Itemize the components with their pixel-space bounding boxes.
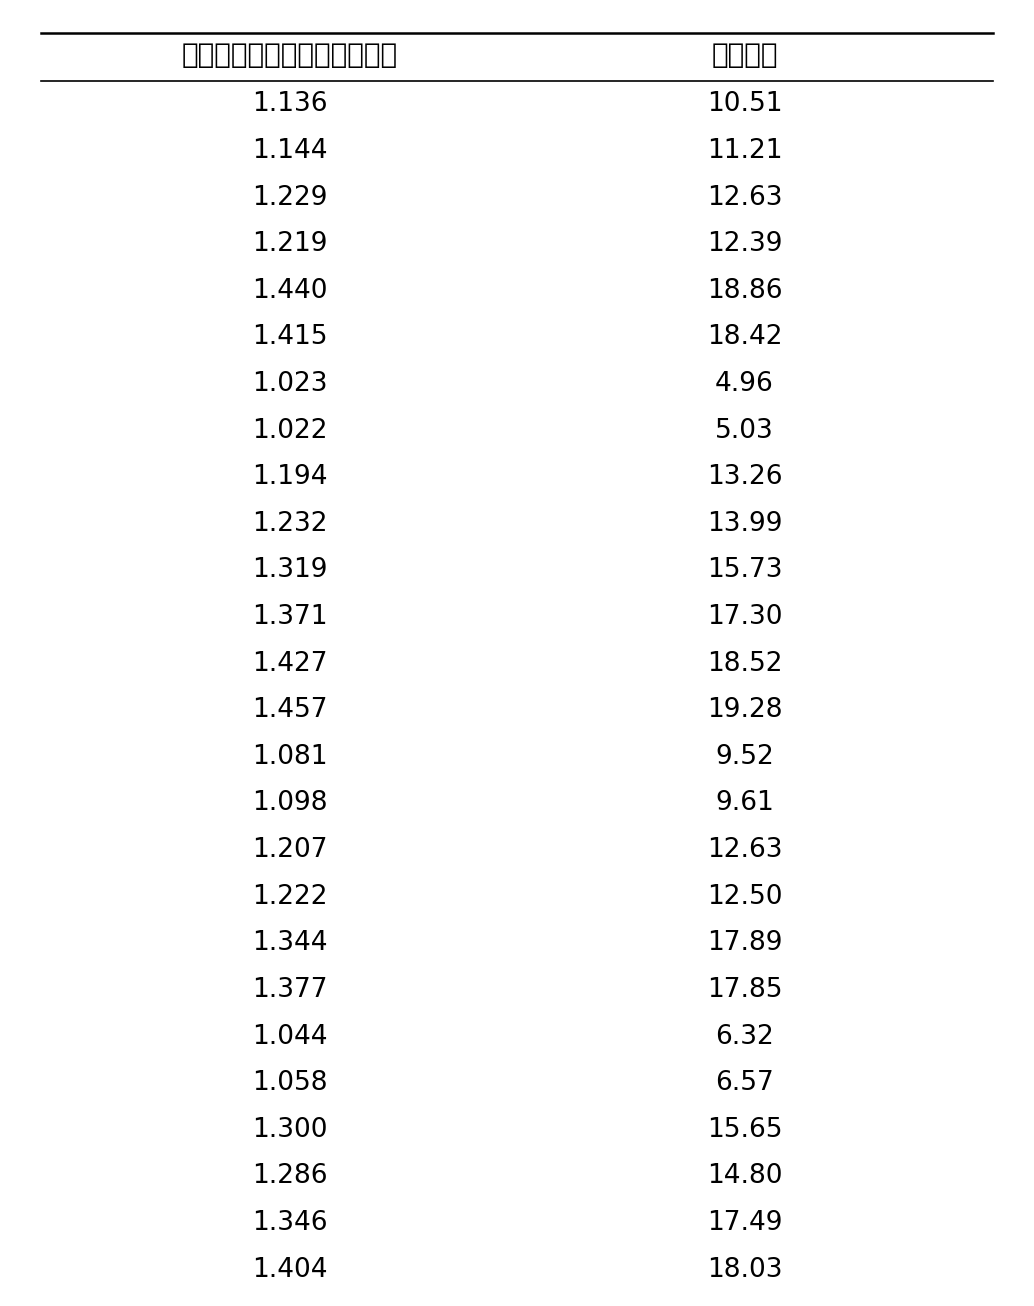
Text: 5.03: 5.03 <box>716 418 773 444</box>
Text: 室内静态红外水分仪的信号值: 室内静态红外水分仪的信号值 <box>181 40 398 69</box>
Text: 1.457: 1.457 <box>251 697 328 724</box>
Text: 1.300: 1.300 <box>251 1117 328 1143</box>
Text: 1.346: 1.346 <box>251 1211 328 1235</box>
Text: 1.222: 1.222 <box>251 884 328 910</box>
Text: 1.427: 1.427 <box>251 650 328 677</box>
Text: 4.96: 4.96 <box>716 371 773 397</box>
Text: 15.65: 15.65 <box>706 1117 783 1143</box>
Text: 6.32: 6.32 <box>716 1024 773 1050</box>
Text: 1.371: 1.371 <box>251 605 328 629</box>
Text: 13.26: 13.26 <box>706 464 783 490</box>
Text: 1.144: 1.144 <box>251 138 328 163</box>
Text: 1.194: 1.194 <box>251 464 328 490</box>
Text: 1.058: 1.058 <box>251 1070 328 1096</box>
Text: 1.081: 1.081 <box>251 744 328 769</box>
Text: 12.50: 12.50 <box>706 884 783 910</box>
Text: 18.42: 18.42 <box>706 324 783 350</box>
Text: 1.022: 1.022 <box>251 418 328 444</box>
Text: 18.03: 18.03 <box>706 1256 783 1282</box>
Text: 19.28: 19.28 <box>706 697 783 724</box>
Text: 17.89: 17.89 <box>706 930 783 956</box>
Text: 1.319: 1.319 <box>251 558 328 584</box>
Text: 17.30: 17.30 <box>706 605 783 629</box>
Text: 15.73: 15.73 <box>706 558 783 584</box>
Text: 11.21: 11.21 <box>706 138 783 163</box>
Text: 1.229: 1.229 <box>251 184 328 210</box>
Text: 1.440: 1.440 <box>251 278 328 304</box>
Text: 12.39: 12.39 <box>706 231 783 257</box>
Text: 1.415: 1.415 <box>251 324 328 350</box>
Text: 1.023: 1.023 <box>251 371 328 397</box>
Text: 1.232: 1.232 <box>251 511 328 537</box>
Text: 12.63: 12.63 <box>706 184 783 210</box>
Text: 1.098: 1.098 <box>251 790 328 816</box>
Text: 6.57: 6.57 <box>716 1070 773 1096</box>
Text: 9.61: 9.61 <box>716 790 773 816</box>
Text: 1.219: 1.219 <box>251 231 328 257</box>
Text: 9.52: 9.52 <box>716 744 773 769</box>
Text: 13.99: 13.99 <box>706 511 783 537</box>
Text: 17.49: 17.49 <box>706 1211 783 1235</box>
Text: 1.404: 1.404 <box>251 1256 328 1282</box>
Text: 18.86: 18.86 <box>706 278 783 304</box>
Text: 1.207: 1.207 <box>251 837 328 863</box>
Text: 1.044: 1.044 <box>251 1024 328 1050</box>
Text: 18.52: 18.52 <box>706 650 783 677</box>
Text: 17.85: 17.85 <box>706 977 783 1003</box>
Text: 1.136: 1.136 <box>251 91 328 118</box>
Text: 12.63: 12.63 <box>706 837 783 863</box>
Text: 1.286: 1.286 <box>251 1164 328 1190</box>
Text: 1.344: 1.344 <box>251 930 328 956</box>
Text: 14.80: 14.80 <box>706 1164 783 1190</box>
Text: 10.51: 10.51 <box>706 91 783 118</box>
Text: 1.377: 1.377 <box>251 977 328 1003</box>
Text: 烘箱数据: 烘箱数据 <box>711 40 778 69</box>
